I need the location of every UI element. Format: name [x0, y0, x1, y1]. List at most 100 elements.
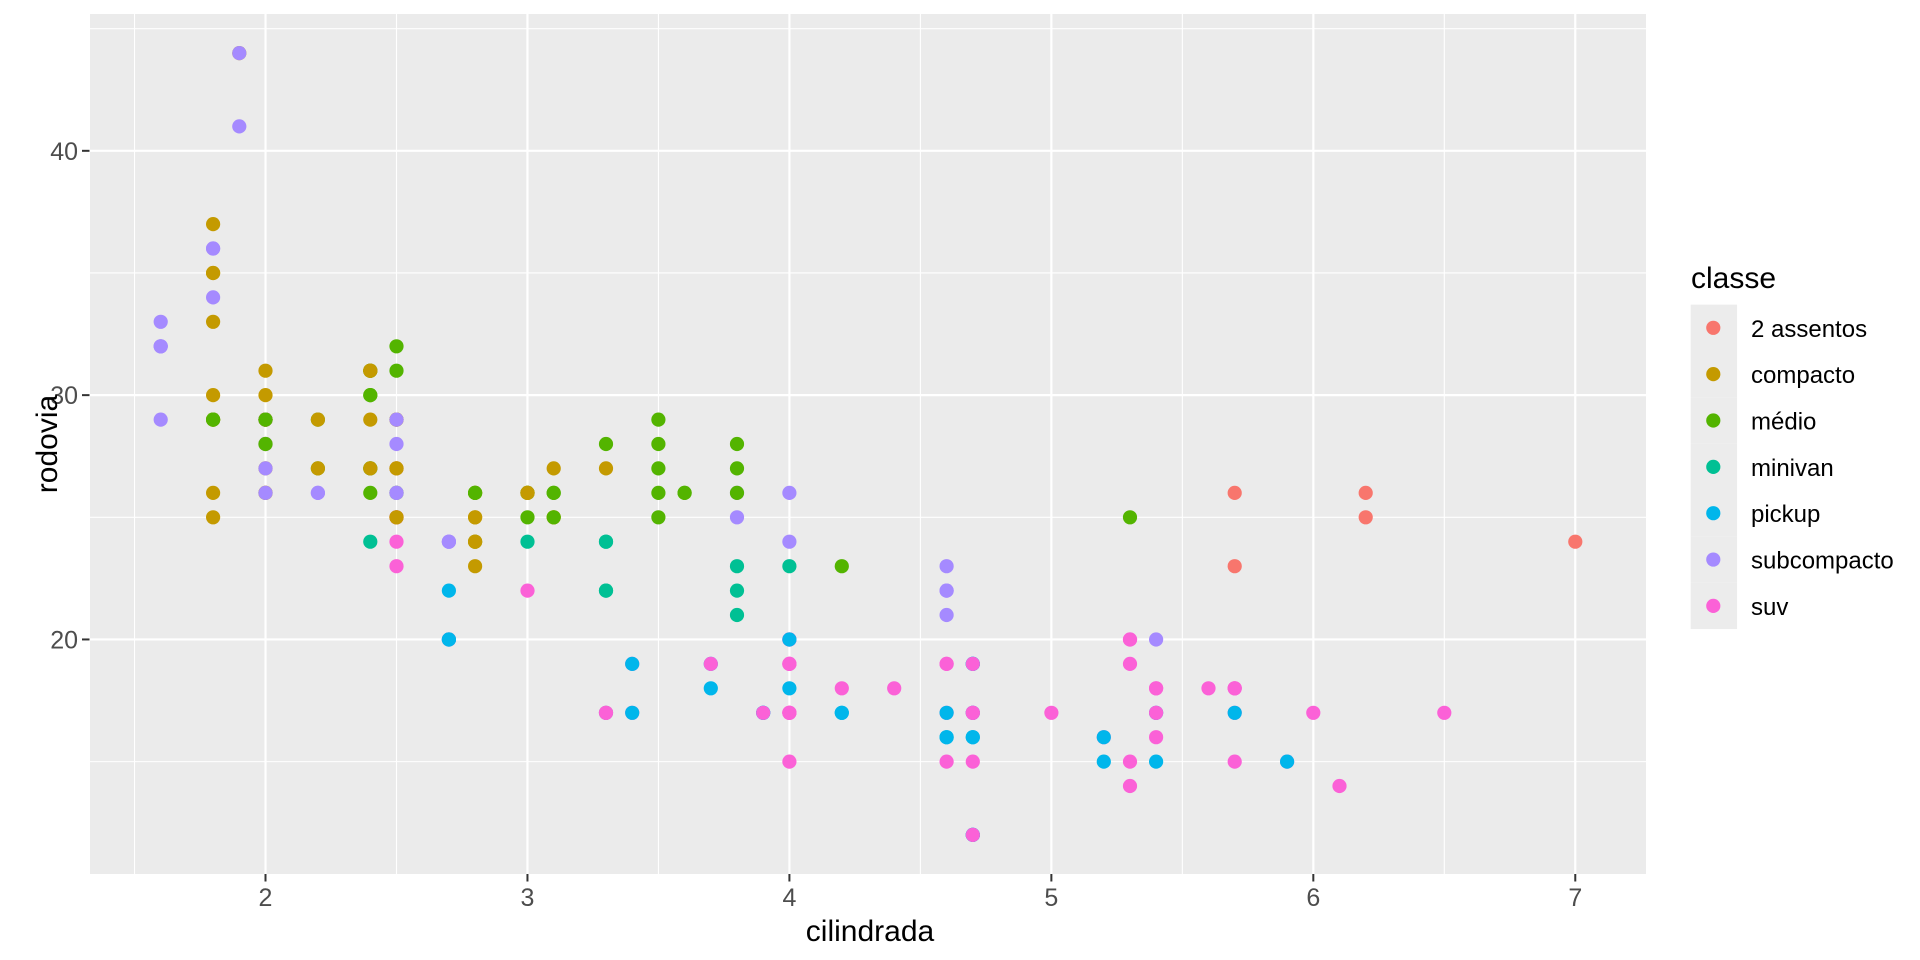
data-point-suv [965, 827, 980, 843]
data-point-medio [546, 510, 561, 525]
data-point-suv [939, 656, 954, 672]
data-point-suv [965, 754, 980, 769]
legend-swatch-medio [1706, 413, 1721, 428]
x-axis-title: cilindrada [806, 915, 935, 948]
data-point-medio [206, 412, 221, 427]
data-point-medio [651, 412, 666, 427]
data-point-compacto [468, 534, 483, 549]
data-point-2-assentos [1358, 485, 1373, 500]
legend-item-medio: médio [1690, 397, 1816, 444]
data-point-compacto [598, 461, 614, 476]
data-point-medio [363, 388, 378, 403]
data-point-2-assentos [1227, 559, 1242, 574]
data-point-2-assentos [1568, 534, 1583, 549]
plot-panel [90, 14, 1646, 874]
data-point-medio [258, 436, 273, 452]
data-point-compacto [363, 412, 378, 427]
data-point-suv [939, 754, 954, 769]
data-point-suv [598, 705, 614, 720]
legend-label-minivan: minivan [1751, 455, 1834, 482]
data-point-medio [677, 485, 692, 500]
data-point-minivan [598, 583, 614, 598]
data-point-subcompacto [782, 485, 797, 500]
data-point-suv [1122, 778, 1138, 794]
legend-swatch-2-assentos [1706, 320, 1721, 335]
data-point-compacto [206, 510, 221, 525]
data-point-subcompacto [939, 559, 954, 574]
data-point-medio [389, 339, 404, 354]
data-point-subcompacto [153, 412, 168, 427]
x-axis: 2 3 4 5 6 7 [259, 874, 1582, 912]
data-point-subcompacto [153, 339, 168, 354]
data-point-suv [1227, 754, 1242, 769]
data-point-suv [1306, 705, 1321, 720]
data-point-medio [651, 461, 666, 476]
legend-label-medio: médio [1751, 409, 1816, 436]
legend-item-compacto: compacto [1690, 350, 1855, 398]
data-point-suv [1122, 656, 1138, 672]
data-point-suv [389, 559, 404, 574]
data-point-compacto [206, 388, 221, 403]
data-point-medio [546, 485, 561, 500]
data-point-subcompacto [389, 485, 404, 500]
data-point-suv [1149, 681, 1164, 696]
data-point-minivan [782, 559, 797, 574]
data-point-medio [729, 485, 745, 500]
data-point-pickup [1096, 754, 1111, 769]
legend-label-suv: suv [1751, 594, 1788, 621]
data-point-suv [1122, 754, 1138, 769]
data-point-pickup [782, 632, 797, 647]
data-point-minivan [729, 607, 745, 623]
data-point-compacto [389, 510, 404, 525]
data-points-layer [153, 46, 1583, 843]
y-axis-title: rodovia [31, 394, 64, 493]
data-point-pickup [965, 730, 980, 745]
data-point-suv [1332, 778, 1347, 794]
x-tick-label: 2 [259, 884, 273, 912]
y-axis: 20 30 40 [50, 138, 90, 654]
data-point-pickup [441, 632, 456, 647]
y-tick-label: 30 [50, 382, 78, 410]
data-point-compacto [520, 485, 535, 500]
data-point-suv [965, 656, 980, 672]
data-point-compacto [258, 388, 273, 403]
legend-item-2-assentos: 2 assentos [1690, 304, 1867, 351]
data-point-medio [651, 436, 666, 452]
data-point-suv [756, 705, 771, 720]
data-point-compacto [468, 510, 483, 525]
data-point-subcompacto [206, 290, 221, 305]
legend-swatch-compacto [1706, 367, 1721, 382]
data-point-pickup [1280, 754, 1295, 769]
data-point-subcompacto [939, 583, 954, 598]
data-point-suv [389, 534, 404, 549]
data-point-pickup [939, 730, 954, 745]
data-point-minivan [363, 534, 378, 549]
data-point-medio [651, 485, 666, 500]
legend-item-subcompacto: subcompacto [1690, 536, 1894, 583]
data-point-pickup [782, 681, 797, 696]
data-point-2-assentos [1227, 485, 1242, 500]
y-tick-label: 20 [50, 626, 78, 654]
minor-gridlines [90, 14, 1646, 874]
data-point-medio [468, 485, 483, 500]
legend-swatch-subcompacto [1706, 552, 1721, 567]
data-point-subcompacto [258, 461, 273, 476]
x-tick-label: 7 [1568, 884, 1582, 912]
data-point-medio [651, 510, 666, 525]
data-point-medio [363, 485, 378, 500]
data-point-suv [887, 681, 902, 696]
data-point-suv [1044, 705, 1059, 720]
data-point-subcompacto [153, 314, 168, 329]
legend: classe 2 assentos compacto médio minivan pic… [1690, 262, 1894, 630]
legend-item-minivan: minivan [1690, 443, 1834, 491]
legend-swatch-suv [1706, 598, 1721, 614]
data-point-medio [598, 436, 614, 452]
data-point-medio [520, 510, 535, 525]
data-point-compacto [310, 461, 325, 476]
data-point-minivan [729, 559, 745, 574]
data-point-subcompacto [232, 46, 247, 61]
data-point-compacto [206, 314, 221, 329]
legend-item-pickup: pickup [1690, 490, 1820, 537]
data-point-pickup [625, 656, 640, 672]
